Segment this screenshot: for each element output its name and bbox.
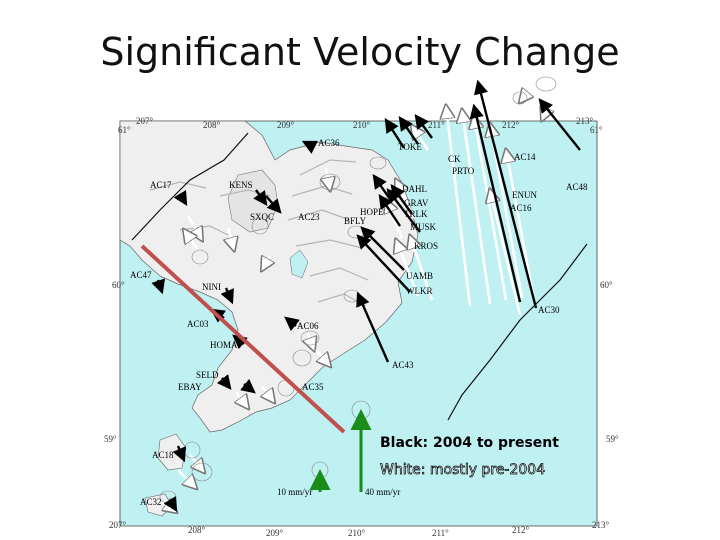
station-label-trlk: TRLK <box>404 209 428 219</box>
kenai-landmass <box>119 120 419 433</box>
lon-tick-bottom-208: 208° <box>188 525 206 535</box>
longitude-ticks-bottom: 207° 208° 209° 210° 211° 212° 213° <box>109 520 610 538</box>
lon-tick-bottom-210: 210° <box>348 528 366 538</box>
station-label-nini: NINI <box>202 282 221 292</box>
scale-bar: 10 mm/yr 40 mm/yr <box>277 400 400 497</box>
station-label-sxqc: SXQC <box>250 212 274 222</box>
fault-line-north <box>131 132 249 241</box>
station-label-grav: GRAV <box>404 198 429 208</box>
lat-tick-right-60: 60° <box>600 280 613 290</box>
lon-tick-top-212: 212° <box>502 120 520 130</box>
lake <box>289 249 309 279</box>
lon-tick-top-208: 208° <box>203 120 221 130</box>
station-label-ac06: AC06 <box>297 321 319 331</box>
legend-black-text: Black: 2004 to present <box>380 435 559 451</box>
lat-tick-right-59: 59° <box>606 434 619 444</box>
black-velocity-arrows <box>151 79 581 513</box>
station-label-ac32: AC32 <box>140 497 162 507</box>
station-label-ebay: EBAY <box>178 382 202 392</box>
station-label-uamb: UAMB <box>406 271 433 281</box>
station-label-wlkr: WLKR <box>406 286 433 296</box>
station-label-seld: SELD <box>196 370 219 380</box>
slide-title: Significant Velocity Change <box>100 30 620 74</box>
station-label-hope: HOPE <box>360 207 384 217</box>
lon-tick-bottom-207: 207° <box>109 520 127 530</box>
scale-label-small: 10 mm/yr <box>277 487 312 497</box>
legend: Black: 2004 to present White: mostly pre… <box>380 435 560 478</box>
station-label-ac48: AC48 <box>566 182 588 192</box>
fault-lines <box>131 132 588 421</box>
station-label-ac43: AC43 <box>392 360 414 370</box>
lon-tick-bottom-211: 211° <box>432 528 449 538</box>
legend-white-text: White: mostly pre-2004 <box>380 462 545 478</box>
lon-tick-bottom-209: 209° <box>266 528 284 538</box>
station-label-ac23: AC23 <box>298 212 320 222</box>
lon-tick-top-213: 213° <box>576 116 594 126</box>
profile-line <box>140 244 346 434</box>
station-label-ac14: AC14 <box>514 152 536 162</box>
lon-tick-top-209: 209° <box>277 120 295 130</box>
station-label-musk: MUSK <box>410 222 437 232</box>
longitude-ticks-top: 207° 208° 209° 210° 211° 212° 213° <box>136 116 594 130</box>
lon-tick-top-210: 210° <box>353 120 371 130</box>
station-label-toke: TOKE <box>398 142 422 152</box>
station-labels: AC36 TOKE CK PRTO AC14 AC48 AC17 KENS DA… <box>130 138 588 507</box>
terrain-ridges <box>149 159 369 307</box>
station-label-prto: PRTO <box>452 166 475 176</box>
station-label-dahl: DAHL <box>402 184 427 194</box>
station-label-ac36: AC36 <box>318 138 340 148</box>
lon-tick-bottom-213: 213° <box>592 520 610 530</box>
station-label-homa: HOMA <box>210 340 238 350</box>
lon-tick-top-211: 211° <box>428 120 445 130</box>
station-label-ac03: AC03 <box>187 319 209 329</box>
latitude-ticks: 61° 60° 59° 61° 60° 59° <box>104 125 619 444</box>
station-label-ac17: AC17 <box>150 180 172 190</box>
scale-label-large: 40 mm/yr <box>365 487 400 497</box>
lon-tick-bottom-212: 212° <box>512 525 530 535</box>
fault-line-east <box>447 243 588 421</box>
lat-tick-left-60: 60° <box>112 280 125 290</box>
station-label-ac30: AC30 <box>538 305 560 315</box>
station-label-ac18: AC18 <box>152 450 174 460</box>
station-label-ck: CK <box>448 154 461 164</box>
station-label-kens: KENS <box>229 180 253 190</box>
lat-tick-left-61: 61° <box>118 125 131 135</box>
lat-tick-right-61: 61° <box>590 125 603 135</box>
station-label-ac35: AC35 <box>302 382 324 392</box>
lat-tick-left-59: 59° <box>104 434 117 444</box>
station-label-ac47: AC47 <box>130 270 152 280</box>
lon-tick-top-207: 207° <box>136 116 154 126</box>
station-label-ac16: AC16 <box>510 203 532 213</box>
station-label-bfly: BFLY <box>344 216 367 226</box>
station-label-enun: ENUN <box>512 190 537 200</box>
error-ellipses <box>159 76 557 504</box>
station-label-kros: KROS <box>414 241 438 251</box>
